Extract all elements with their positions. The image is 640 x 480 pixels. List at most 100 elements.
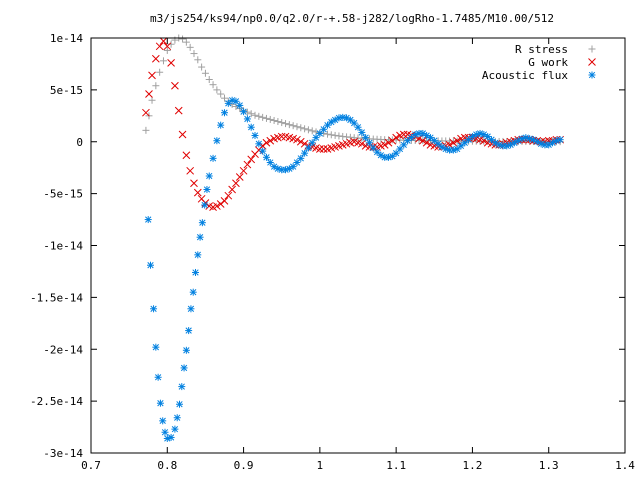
- series-2-point: [365, 139, 373, 147]
- axis-ticks: 0.7 0.8 0.9 1 1.1 1.2 1.3 1.4 1e-14 5e-15 0 -5e-15 -…: [30, 32, 635, 472]
- series-0-point: [209, 81, 217, 89]
- series-2-point: [198, 219, 206, 227]
- series-0-point: [301, 125, 309, 133]
- series-0-point: [194, 56, 202, 64]
- series-1-point: [155, 42, 164, 51]
- series-0-point: [205, 76, 213, 83]
- x-tick-label: 0.9: [234, 459, 254, 472]
- series-2-point: [192, 268, 200, 276]
- y-tick-label: -2.5e-14: [30, 395, 83, 408]
- series-0-point: [304, 126, 312, 134]
- series-0-point: [274, 118, 282, 126]
- series-2-point: [196, 233, 204, 241]
- series-2-point: [182, 346, 190, 354]
- series-0-point: [190, 50, 198, 58]
- series-2-point: [465, 136, 473, 144]
- series-1-point: [220, 197, 229, 205]
- series-0-point: [159, 57, 167, 65]
- series-2-point: [209, 154, 217, 162]
- series-1-point: [163, 42, 172, 51]
- legend-marker: [588, 45, 596, 53]
- series-2-point: [167, 433, 175, 441]
- series-1-point: [151, 54, 160, 63]
- series-2-point: [201, 201, 209, 209]
- series-0-point: [282, 120, 290, 128]
- series-1-point: [145, 90, 153, 98]
- series-2-point: [178, 383, 186, 391]
- series-0-point: [262, 114, 270, 122]
- series-2-point: [150, 305, 158, 313]
- series-0-point: [278, 119, 286, 127]
- series-1-point: [243, 160, 252, 169]
- series-2-point: [503, 142, 511, 150]
- series-2-point: [173, 414, 181, 422]
- series-2-point: [297, 154, 305, 162]
- series-1-point: [171, 81, 179, 90]
- y-tick-label: -1e-14: [43, 240, 83, 253]
- y-tick-label: -1.5e-14: [30, 291, 83, 304]
- series-1-point: [174, 106, 183, 115]
- series-2-point: [189, 288, 197, 296]
- series-2-point: [533, 138, 541, 146]
- series-2-point: [495, 141, 503, 149]
- legend-label: Acoustic flux: [482, 69, 568, 82]
- series-2-point: [213, 137, 221, 145]
- series-2-point: [180, 364, 188, 372]
- series-0-point: [259, 113, 267, 121]
- series-2-point: [556, 136, 564, 144]
- series-2-point: [247, 123, 255, 131]
- series-0-point: [217, 90, 225, 98]
- series-1-point: [224, 191, 233, 200]
- series-0-point: [335, 132, 343, 140]
- series-1-point: [380, 141, 389, 149]
- y-tick-label: 0: [76, 136, 83, 149]
- series-2-point: [282, 166, 290, 174]
- series-2-point: [171, 425, 179, 433]
- series-2-point: [526, 135, 534, 143]
- legend-label: G work: [528, 56, 568, 69]
- y-tick-label: -3e-14: [43, 447, 83, 460]
- series-1-point: [148, 71, 156, 80]
- series-2-point: [304, 144, 312, 152]
- series-2-point: [251, 132, 259, 140]
- series-1-point: [190, 179, 198, 188]
- series-1-point: [293, 135, 301, 144]
- series-1-point: [357, 139, 366, 148]
- series-1-point: [262, 138, 271, 147]
- series-2-point: [221, 109, 228, 117]
- series-0-point: [142, 126, 150, 134]
- series-0-point: [201, 69, 209, 77]
- series-1-point: [235, 173, 244, 181]
- series-1-point: [449, 138, 458, 147]
- series-0-point: [247, 110, 255, 118]
- series-1-point: [232, 179, 240, 188]
- data-marks: [142, 34, 565, 442]
- series-0-point: [148, 96, 156, 104]
- series-2-point: [194, 251, 202, 259]
- x-tick-label: 0.7: [81, 459, 101, 472]
- series-2-point: [259, 147, 267, 155]
- series-1-point: [453, 136, 462, 145]
- legend-marker: [588, 71, 596, 79]
- series-2-point: [185, 327, 193, 335]
- series-0-point: [255, 112, 263, 120]
- series-2-point: [484, 133, 492, 141]
- series-0-point: [163, 46, 171, 54]
- legend-marker: [588, 58, 596, 66]
- series-0-point: [289, 122, 297, 130]
- series-2-point: [224, 99, 232, 107]
- x-tick-label: 1.1: [386, 459, 406, 472]
- series-0-point: [198, 63, 206, 71]
- series-0-point: [270, 116, 278, 124]
- series-2-point: [144, 216, 152, 224]
- series-2-point: [262, 153, 270, 161]
- series-2: [144, 96, 564, 442]
- series-2-point: [203, 185, 211, 193]
- series-1-point: [239, 166, 248, 175]
- series-0-point: [331, 131, 339, 139]
- series-2-point: [187, 305, 195, 313]
- series-0-point: [285, 121, 293, 129]
- y-tick-label: 1e-14: [50, 32, 83, 45]
- x-tick-label: 0.8: [157, 459, 177, 472]
- series-0-point: [327, 131, 335, 139]
